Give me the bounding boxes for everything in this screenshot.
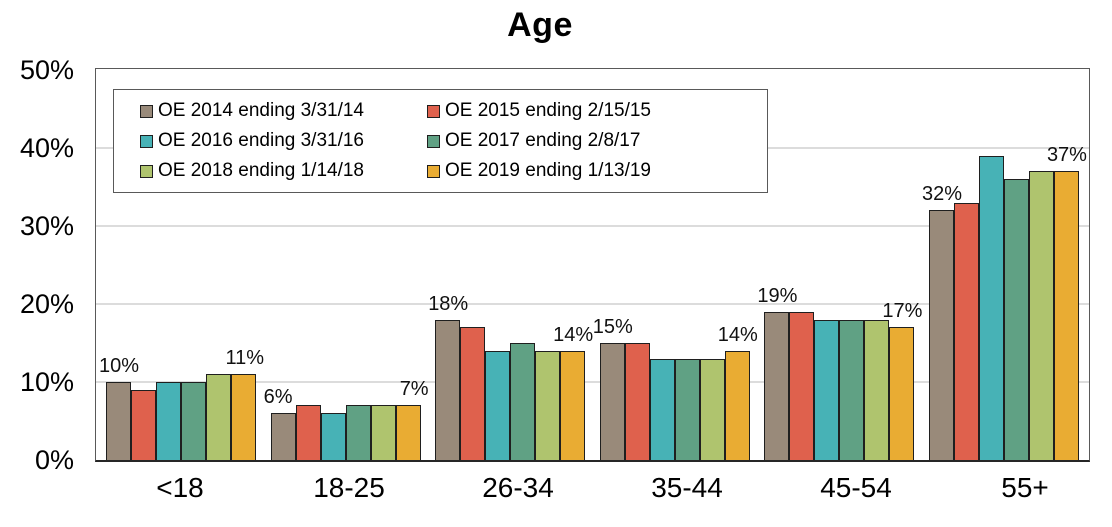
bar — [156, 382, 181, 460]
gridline — [96, 225, 1089, 227]
legend-item: OE 2019 ending 1/13/19 — [427, 158, 759, 184]
legend-item: OE 2015 ending 2/15/15 — [427, 98, 759, 124]
y-tick-label: 40% — [19, 133, 74, 163]
bar-value-label: 17% — [882, 300, 923, 323]
bar-group-45-54: 19% 17% — [757, 69, 922, 460]
bar — [699, 359, 725, 460]
gridline — [96, 381, 1089, 383]
bar — [485, 351, 511, 460]
bar-value-label: 37% — [1046, 144, 1087, 167]
bar — [674, 359, 700, 460]
legend-item: OE 2017 ending 2/8/17 — [427, 128, 759, 154]
x-axis: <18 18-25 26-34 35-44 45-54 55+ — [95, 472, 1110, 512]
legend: OE 2014 ending 3/31/14 OE 2015 ending 2/1… — [113, 89, 768, 193]
bar — [131, 390, 156, 460]
bar-value-label: 14% — [553, 323, 594, 346]
bar — [345, 405, 371, 460]
bar-group-55-: 32% 37% — [922, 69, 1087, 460]
bar-group--18: 10% 11% — [99, 69, 264, 460]
legend-swatch-icon — [427, 134, 440, 148]
bar — [320, 413, 346, 460]
y-tick-label: 30% — [19, 211, 74, 241]
bar — [789, 312, 815, 460]
bar — [435, 320, 461, 460]
chart-title: Age — [507, 6, 573, 44]
bar — [814, 320, 840, 460]
y-tick-label: 50% — [19, 55, 74, 85]
bar — [839, 320, 865, 460]
bar — [560, 351, 586, 460]
bar — [978, 156, 1004, 460]
bar-value-label: 6% — [263, 386, 293, 409]
bar — [231, 374, 256, 460]
legend-swatch-icon — [140, 134, 153, 148]
x-tick-label: 26-34 — [482, 472, 554, 503]
bar-value-label: 14% — [717, 323, 758, 346]
bar — [1053, 171, 1079, 460]
bar — [889, 327, 915, 460]
bar — [724, 351, 750, 460]
x-tick-label: 35-44 — [651, 472, 723, 503]
bar — [864, 320, 890, 460]
bar — [181, 382, 206, 460]
bar — [1003, 179, 1029, 460]
x-tick-label: <18 — [156, 472, 204, 503]
gridline — [96, 303, 1089, 305]
legend-item: OE 2018 ending 1/14/18 — [140, 158, 427, 184]
bar-series-area: 10% 11% 6% 7% 18% 14% 15% 14% 19% 17% 32% 37% — [96, 69, 1089, 460]
legend-item: OE 2016 ending 3/31/16 — [140, 128, 427, 154]
y-tick-label: 10% — [19, 367, 74, 397]
legend-item: OE 2014 ending 3/31/14 — [140, 98, 427, 124]
bar — [624, 343, 650, 460]
y-tick-label: 20% — [19, 289, 74, 319]
legend-swatch-icon — [427, 164, 440, 178]
bar — [649, 359, 675, 460]
bar — [764, 312, 790, 460]
bar — [928, 210, 954, 460]
legend-label: OE 2018 ending 1/14/18 — [158, 160, 365, 181]
legend-label: OE 2014 ending 3/31/14 — [158, 100, 365, 121]
bar — [1028, 171, 1054, 460]
legend-swatch-icon — [427, 104, 440, 118]
x-tick-label: 45-54 — [820, 472, 892, 503]
bar — [206, 374, 231, 460]
bar — [106, 382, 131, 460]
bar — [395, 405, 421, 460]
bar — [270, 413, 296, 460]
bar — [953, 203, 979, 460]
legend-label: OE 2017 ending 2/8/17 — [445, 130, 641, 151]
y-tick-label: 0% — [34, 445, 74, 475]
legend-swatch-icon — [140, 164, 153, 178]
bar — [460, 327, 486, 460]
bar-value-label: 19% — [757, 284, 798, 307]
legend-label: OE 2015 ending 2/15/15 — [445, 100, 652, 121]
bar-value-label: 7% — [399, 378, 429, 401]
bar-group-35-44: 15% 14% — [593, 69, 758, 460]
bar-value-label: 10% — [99, 355, 140, 377]
bar — [599, 343, 625, 460]
legend-label: OE 2016 ending 3/31/16 — [158, 130, 365, 151]
x-tick-label: 18-25 — [313, 472, 385, 503]
bar — [295, 405, 321, 460]
bar-value-label: 18% — [428, 292, 469, 315]
x-tick-label: 55+ — [1001, 472, 1049, 503]
y-axis: 0% 10% 20% 30% 40% 50% — [0, 0, 80, 527]
bar — [370, 405, 396, 460]
bar-group-26-34: 18% 14% — [428, 69, 593, 460]
bar-value-label: 11% — [225, 347, 264, 370]
legend-swatch-icon — [140, 104, 153, 118]
bar-value-label: 32% — [921, 183, 962, 206]
bar-group-18-25: 6% 7% — [264, 69, 429, 460]
bar — [510, 343, 536, 460]
bar — [535, 351, 561, 460]
bar-value-label: 15% — [592, 316, 633, 338]
legend-label: OE 2019 ending 1/13/19 — [445, 160, 652, 181]
